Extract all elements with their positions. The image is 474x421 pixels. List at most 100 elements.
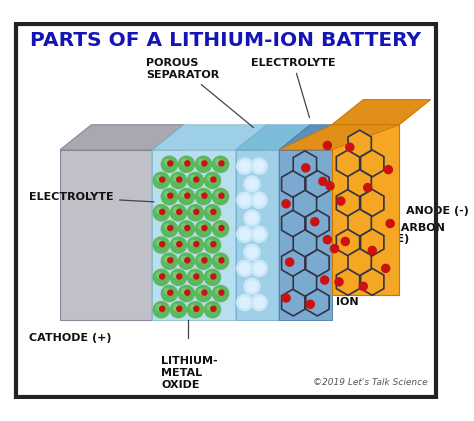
Circle shape (182, 159, 187, 165)
Circle shape (160, 274, 165, 279)
Circle shape (185, 258, 190, 263)
Circle shape (208, 208, 213, 213)
Circle shape (194, 209, 199, 214)
Circle shape (239, 263, 250, 274)
Circle shape (168, 161, 173, 166)
Circle shape (246, 281, 257, 292)
Circle shape (195, 221, 211, 237)
Circle shape (216, 159, 221, 165)
Circle shape (219, 258, 224, 263)
Circle shape (202, 226, 207, 231)
Polygon shape (282, 171, 305, 197)
Polygon shape (348, 209, 371, 236)
Circle shape (178, 189, 194, 205)
Circle shape (161, 253, 177, 269)
Circle shape (161, 189, 177, 205)
Circle shape (170, 205, 186, 221)
Circle shape (199, 224, 204, 229)
Circle shape (282, 200, 290, 208)
Circle shape (195, 285, 211, 301)
Circle shape (211, 209, 216, 214)
Circle shape (168, 226, 173, 231)
Circle shape (239, 229, 250, 240)
Circle shape (239, 161, 250, 171)
Circle shape (237, 158, 253, 174)
Circle shape (244, 210, 260, 226)
Circle shape (199, 159, 204, 165)
Circle shape (244, 176, 260, 192)
Polygon shape (361, 189, 384, 216)
Polygon shape (306, 250, 329, 277)
Circle shape (323, 236, 331, 244)
Circle shape (306, 300, 314, 308)
Circle shape (153, 172, 169, 189)
Polygon shape (361, 150, 384, 177)
Circle shape (216, 288, 221, 294)
Circle shape (178, 221, 194, 237)
Circle shape (341, 237, 349, 245)
Circle shape (164, 192, 170, 197)
Circle shape (208, 176, 213, 181)
Circle shape (182, 192, 187, 197)
Polygon shape (279, 150, 332, 320)
Circle shape (191, 305, 196, 310)
Circle shape (320, 276, 328, 284)
Circle shape (195, 189, 211, 205)
Text: ©2019 Let's Talk Science: ©2019 Let's Talk Science (313, 378, 428, 387)
Circle shape (164, 256, 170, 262)
Polygon shape (361, 229, 384, 256)
Circle shape (194, 306, 199, 311)
Circle shape (182, 288, 187, 294)
Circle shape (178, 156, 194, 172)
Circle shape (219, 226, 224, 231)
Circle shape (156, 240, 162, 245)
Circle shape (185, 290, 190, 295)
Circle shape (251, 158, 267, 174)
Circle shape (337, 197, 345, 205)
Circle shape (160, 177, 165, 182)
Polygon shape (348, 249, 371, 276)
Circle shape (191, 176, 196, 181)
Circle shape (185, 193, 190, 198)
Circle shape (164, 159, 170, 165)
Circle shape (368, 246, 376, 254)
Circle shape (168, 290, 173, 295)
Circle shape (187, 237, 203, 253)
Circle shape (364, 184, 372, 192)
Text: ELECTROLYTE: ELECTROLYTE (29, 192, 154, 203)
Circle shape (319, 177, 327, 185)
Circle shape (251, 226, 267, 242)
Circle shape (204, 301, 220, 318)
Circle shape (173, 176, 179, 181)
Circle shape (187, 205, 203, 221)
Polygon shape (293, 269, 317, 296)
Circle shape (254, 263, 264, 274)
Circle shape (160, 306, 165, 311)
Circle shape (178, 285, 194, 301)
Circle shape (161, 156, 177, 172)
Circle shape (182, 224, 187, 229)
Polygon shape (337, 150, 360, 177)
Circle shape (191, 208, 196, 213)
Circle shape (359, 282, 367, 290)
Text: ELECTROLYTE: ELECTROLYTE (251, 58, 336, 117)
Circle shape (187, 269, 203, 285)
Circle shape (246, 247, 257, 258)
Circle shape (202, 258, 207, 263)
Circle shape (216, 256, 221, 262)
Text: LITHIUM-CARBON
(GRAPHITE): LITHIUM-CARBON (GRAPHITE) (337, 223, 445, 244)
Polygon shape (60, 125, 184, 150)
Circle shape (382, 264, 390, 272)
Circle shape (161, 285, 177, 301)
Polygon shape (282, 289, 305, 316)
Polygon shape (282, 210, 305, 237)
Circle shape (208, 240, 213, 245)
Circle shape (156, 305, 162, 310)
Polygon shape (279, 125, 363, 150)
Circle shape (386, 219, 394, 228)
Circle shape (246, 213, 257, 224)
Circle shape (177, 306, 182, 311)
Polygon shape (279, 125, 310, 320)
Circle shape (194, 274, 199, 279)
Circle shape (237, 294, 253, 311)
